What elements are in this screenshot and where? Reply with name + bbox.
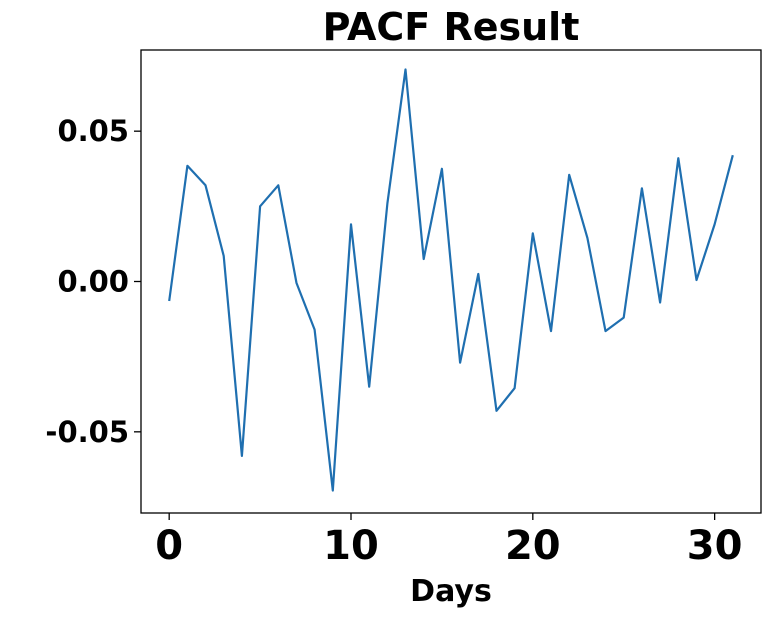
- x-tick-label: 0: [155, 523, 183, 569]
- plot-frame: [140, 49, 762, 514]
- x-tick-label: 10: [323, 523, 379, 569]
- x-axis: 0 10 20 30: [155, 513, 742, 569]
- x-tick-label: 30: [687, 523, 743, 569]
- y-tick-label: 0.00: [57, 265, 129, 299]
- x-axis-label: Days: [410, 574, 492, 609]
- chart-title: PACF Result: [323, 5, 580, 49]
- y-tick-label: 0.05: [57, 114, 129, 148]
- x-tick-label: 20: [505, 523, 561, 569]
- y-tick-label: -0.05: [45, 415, 129, 449]
- y-axis: 0.05 0.00 -0.05: [45, 114, 141, 449]
- series-line-0: [168, 68, 734, 492]
- plot-area: [140, 49, 762, 514]
